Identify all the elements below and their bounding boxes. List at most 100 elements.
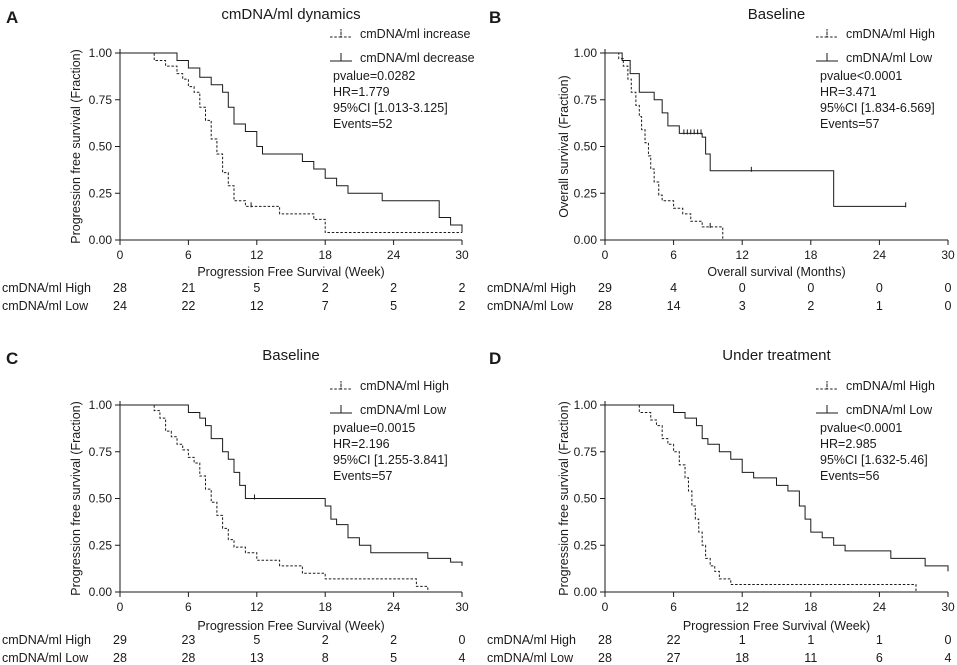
risk-count: 4 xyxy=(945,651,952,665)
y-tick-label: 0.75 xyxy=(574,93,598,107)
legend-label: cmDNA/ml Low xyxy=(360,403,447,417)
panel-letter: B xyxy=(489,8,501,27)
km-curve-dashed xyxy=(605,404,917,592)
risk-count: 29 xyxy=(113,633,127,647)
y-tick-label: 0.00 xyxy=(574,233,598,247)
risk-count: 5 xyxy=(253,281,260,295)
y-tick-label: 0.00 xyxy=(574,585,598,599)
legend-entry: cmDNA/ml increase xyxy=(330,27,470,41)
panel-title: cmDNA/ml dynamics xyxy=(221,6,360,23)
risk-count: 4 xyxy=(459,651,466,665)
y-tick-label: 0.25 xyxy=(574,186,598,200)
km-curve-dashed xyxy=(120,52,462,234)
risk-count: 28 xyxy=(598,651,612,665)
y-axis-label: Progression free survival (Fraction) xyxy=(557,401,571,596)
panel-letter: C xyxy=(6,349,18,368)
x-tick-label: 30 xyxy=(941,248,955,262)
risk-count: 18 xyxy=(735,651,749,665)
y-tick-label: 0.25 xyxy=(574,538,598,552)
stat-hr: HR=3.471 xyxy=(820,85,877,99)
risk-count: 2 xyxy=(322,281,329,295)
y-axis-label: Progression free survival (Fraction) xyxy=(69,49,83,244)
stat-ci: 95%CI [1.834-6.569] xyxy=(820,101,935,115)
x-tick-label: 30 xyxy=(455,600,469,614)
y-tick-label: 0.25 xyxy=(89,186,113,200)
stat-pvalue: pvalue<0.0001 xyxy=(820,421,902,435)
risk-count: 0 xyxy=(739,281,746,295)
x-tick-label: 0 xyxy=(117,248,124,262)
risk-count: 13 xyxy=(250,651,264,665)
x-axis-label: Overall survival (Months) xyxy=(707,265,845,279)
risk-count: 1 xyxy=(876,299,883,313)
risk-count: 7 xyxy=(322,299,329,313)
risk-count: 28 xyxy=(113,651,127,665)
risk-count: 22 xyxy=(181,299,195,313)
y-tick-label: 1.00 xyxy=(574,46,598,60)
risk-count: 5 xyxy=(253,633,260,647)
km-curve-solid xyxy=(605,52,906,207)
km-curve-dashed xyxy=(605,52,724,240)
legend-symbol xyxy=(816,53,838,62)
x-tick-label: 6 xyxy=(670,600,677,614)
legend-symbol xyxy=(816,29,838,38)
risk-count: 28 xyxy=(598,299,612,313)
risk-count: 11 xyxy=(804,651,817,665)
risk-row-label: cmDNA/ml Low xyxy=(2,651,89,665)
x-tick-label: 12 xyxy=(736,600,750,614)
risk-count: 2 xyxy=(390,633,397,647)
legend-entry: cmDNA/ml Low xyxy=(816,51,933,65)
x-tick-label: 0 xyxy=(602,248,609,262)
x-tick-label: 12 xyxy=(250,248,264,262)
risk-count: 0 xyxy=(945,633,952,647)
risk-count: 6 xyxy=(876,651,883,665)
risk-count: 24 xyxy=(113,299,127,313)
risk-count: 0 xyxy=(945,281,952,295)
x-tick-label: 24 xyxy=(387,248,401,262)
x-tick-label: 0 xyxy=(602,600,609,614)
x-tick-label: 24 xyxy=(873,600,887,614)
risk-count: 27 xyxy=(667,651,681,665)
risk-count: 0 xyxy=(945,299,952,313)
legend-label: cmDNA/ml High xyxy=(846,379,935,393)
legend-symbol xyxy=(330,29,352,38)
x-tick-label: 6 xyxy=(185,600,192,614)
risk-row-label: cmDNA/ml Low xyxy=(487,299,574,313)
x-tick-label: 30 xyxy=(941,600,955,614)
y-axis-label: Progression free survival (Fraction) xyxy=(69,401,83,596)
legend-symbol xyxy=(330,381,352,390)
legend-label: cmDNA/ml decrease xyxy=(360,51,475,65)
risk-count: 2 xyxy=(807,299,814,313)
x-tick-label: 24 xyxy=(873,248,887,262)
x-axis-label: Progression Free Survival (Week) xyxy=(197,619,384,633)
panel-title: Under treatment xyxy=(722,347,831,364)
km-curve-solid xyxy=(120,404,463,566)
x-tick-label: 6 xyxy=(670,248,677,262)
y-tick-label: 0.50 xyxy=(574,492,598,506)
risk-count: 4 xyxy=(670,281,677,295)
legend-label: cmDNA/ml increase xyxy=(360,27,470,41)
stat-pvalue: pvalue<0.0001 xyxy=(820,69,902,83)
legend-label: cmDNA/ml High xyxy=(360,379,449,393)
y-tick-label: 1.00 xyxy=(574,398,598,412)
risk-row-label: cmDNA/ml High xyxy=(487,281,576,295)
legend-entry: cmDNA/ml Low xyxy=(816,403,933,417)
x-tick-label: 0 xyxy=(117,600,124,614)
x-tick-label: 6 xyxy=(185,248,192,262)
risk-row-label: cmDNA/ml Low xyxy=(487,651,574,665)
y-tick-label: 0.00 xyxy=(89,233,113,247)
legend-label: cmDNA/ml High xyxy=(846,27,935,41)
risk-count: 1 xyxy=(739,633,746,647)
stat-ci: 95%CI [1.255-3.841] xyxy=(333,453,448,467)
legend-entry: cmDNA/ml High xyxy=(816,27,935,41)
panel-letter: D xyxy=(489,349,501,368)
y-tick-label: 0.50 xyxy=(574,140,598,154)
stat-hr: HR=2.985 xyxy=(820,437,877,451)
x-tick-label: 12 xyxy=(250,600,264,614)
risk-count: 5 xyxy=(390,651,397,665)
legend-symbol xyxy=(816,405,838,414)
y-tick-label: 1.00 xyxy=(89,46,113,60)
risk-row-label: cmDNA/ml Low xyxy=(2,299,89,313)
